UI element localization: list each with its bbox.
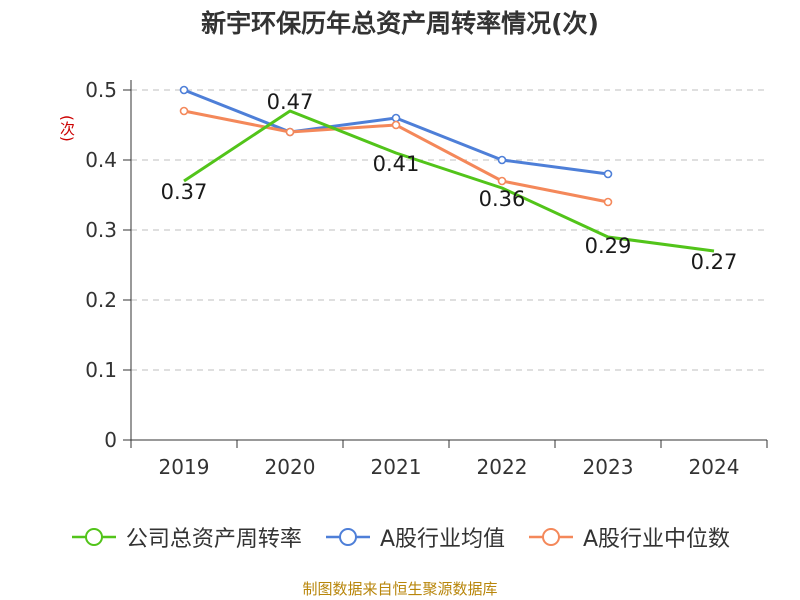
series-line — [183, 109, 715, 253]
x-tick-label: 2020 — [265, 455, 316, 479]
x-tick-label: 2022 — [477, 455, 528, 479]
legend-swatch — [71, 528, 116, 546]
source-note: 制图数据来自恒生聚源数据库 — [302, 580, 498, 598]
y-tick-label: 0.4 — [85, 148, 117, 172]
data-point — [179, 106, 189, 116]
y-tick-label: 0.3 — [85, 218, 117, 242]
legend-label: A股行业中位数 — [583, 527, 731, 552]
data-point — [603, 169, 613, 179]
legend-marker — [84, 528, 103, 546]
data-point — [603, 197, 613, 207]
data-point — [497, 176, 507, 186]
data-point — [497, 155, 507, 165]
data-label: 0.37 — [161, 180, 208, 204]
data-label: 0.27 — [691, 250, 738, 274]
y-tick-label: 0.1 — [85, 358, 117, 382]
x-tick-label: 2023 — [583, 455, 634, 479]
data-point — [391, 113, 401, 123]
x-tick-label: 2019 — [159, 455, 210, 479]
legend-marker — [338, 528, 357, 546]
y-tick-label: 0.5 — [85, 78, 117, 102]
legend-swatch — [325, 528, 370, 546]
legend-swatch — [529, 528, 573, 546]
legend-label: A股行业均值 — [379, 527, 505, 552]
y-tick-label: 0.2 — [85, 288, 117, 312]
chart-legend: 公司总资产周转率 A股行业均值 A股行业中位数 — [0, 520, 800, 554]
data-label: 0.41 — [373, 152, 420, 176]
x-tick-label: 2021 — [371, 455, 422, 479]
legend-item[interactable]: A股行业中位数 — [527, 521, 730, 553]
x-tick-label: 2024 — [689, 455, 740, 479]
legend-marker — [542, 528, 560, 546]
data-point — [391, 120, 401, 130]
data-point — [285, 127, 295, 137]
chart-title: 新宇环保历年总资产周转率情况(次) — [201, 9, 599, 38]
y-tick-label: 0 — [104, 428, 117, 452]
y-axis-label: (次) — [58, 114, 76, 142]
legend-item[interactable]: A股行业均值 — [324, 521, 505, 553]
legend-item[interactable]: 公司总资产周转率 — [70, 521, 302, 553]
data-label: 0.36 — [479, 187, 526, 211]
data-point — [179, 85, 189, 95]
legend-label: 公司总资产周转率 — [125, 527, 302, 552]
data-label: 0.29 — [585, 234, 632, 258]
data-label: 0.47 — [267, 90, 314, 114]
